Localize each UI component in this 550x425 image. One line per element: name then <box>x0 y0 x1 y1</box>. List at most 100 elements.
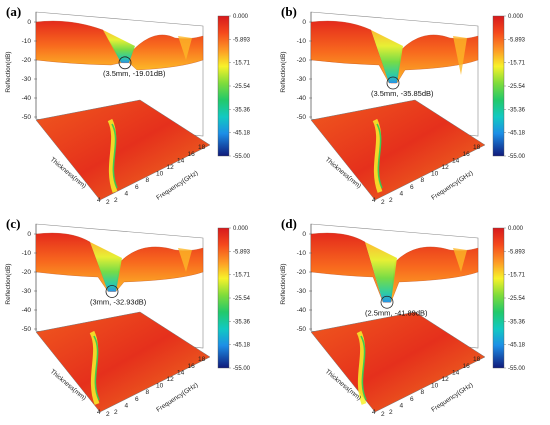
z-tick-label: -20 <box>297 57 307 64</box>
surface-secondary-dip <box>453 36 467 75</box>
x-tick-label: 14 <box>177 157 185 164</box>
surface-secondary-dip <box>178 248 192 272</box>
surface-well <box>365 242 397 303</box>
panel-label: (a) <box>6 4 21 19</box>
colorbar-label: -25.54 <box>508 84 526 90</box>
colorbar <box>217 227 230 369</box>
x-tick-label: 10 <box>156 171 164 178</box>
colorbar-label: -25.54 <box>233 84 251 90</box>
colorbar-label: -25.54 <box>233 296 251 302</box>
x-tick-label: 16 <box>463 151 471 158</box>
x-tick-label: 2 <box>389 409 393 416</box>
min-marker <box>380 295 394 309</box>
x-tick-label: 14 <box>452 369 460 376</box>
min-annotation: (3.5mm, -19.01dB) <box>103 69 166 78</box>
colorbar-label: -45.18 <box>508 131 526 137</box>
z-tick-label: -40 <box>297 95 307 102</box>
surface-sheet <box>35 20 204 71</box>
colorbar-label: -15.71 <box>508 273 526 279</box>
x-tick-label: 8 <box>421 177 425 184</box>
colorbar-label: 0.000 <box>233 226 249 232</box>
panel-label: (d) <box>281 216 297 231</box>
colorbar-label: -5.893 <box>508 249 526 255</box>
colorbar-label: 0.000 <box>233 14 249 20</box>
floor-contour <box>35 99 211 201</box>
z-tick-label: 0 <box>302 19 306 26</box>
min-marker <box>105 285 119 298</box>
z-tick-label: 0 <box>27 231 31 238</box>
panel-label: (c) <box>6 216 20 231</box>
z-tick-label: 0 <box>27 19 31 26</box>
x-tick-label: 14 <box>452 157 460 164</box>
surface-well <box>90 242 122 292</box>
min-marker <box>118 56 132 70</box>
z-tick-label: -10 <box>297 250 307 257</box>
z-tick-label: -10 <box>297 38 307 45</box>
z-tick-label: 0 <box>302 231 306 238</box>
surface-well <box>103 30 135 63</box>
x-tick-label: 4 <box>125 190 129 197</box>
floor-contour <box>310 99 486 201</box>
z-tick-label: -30 <box>22 288 32 295</box>
colorbar-label: 0.000 <box>508 226 524 232</box>
colorbar-label: -55.00 <box>233 154 251 160</box>
panel-c: (c) (3mm, -32.93dB) 0 -10 -20 -30 -40 -50 Reflec… <box>5 216 251 418</box>
x-tick-label: 4 <box>400 190 404 197</box>
x-tick-label: 18 <box>198 356 206 363</box>
colorbar-label: -55.00 <box>508 154 526 160</box>
floor-contour <box>35 311 211 413</box>
colorbar-label: -35.36 <box>508 319 526 325</box>
x-tick-label: 4 <box>400 402 404 409</box>
x-tick-label: 18 <box>198 144 206 151</box>
x-tick-label: 16 <box>188 363 196 370</box>
colorbar-label: -5.893 <box>508 37 526 43</box>
z-axis-label: Reflection(dB) <box>280 263 287 304</box>
colorbar-label: -55.00 <box>233 366 251 372</box>
colorbar-label: -45.18 <box>508 343 526 349</box>
x-tick-label: 10 <box>156 383 164 390</box>
x-tick-label: 2 <box>114 197 118 204</box>
colorbar-label: -45.18 <box>233 343 251 349</box>
z-tick-label: -20 <box>22 269 32 276</box>
x-tick-label: 8 <box>146 389 150 396</box>
x-tick-label: 12 <box>442 376 450 383</box>
colorbar-label: -5.893 <box>233 37 251 43</box>
y-tick-label: 2 <box>381 199 385 206</box>
colorbar-label: -55.00 <box>508 366 526 372</box>
z-tick-label: -50 <box>297 326 307 333</box>
min-annotation: (3mm, -32.93dB) <box>90 298 147 307</box>
z-tick-label: -20 <box>297 269 307 276</box>
x-tick-label: 18 <box>473 144 481 151</box>
colorbar-label: -25.54 <box>508 296 526 302</box>
colorbar <box>217 15 230 157</box>
z-tick-label: -30 <box>297 76 307 83</box>
panel-d: (d) (2.5mm, -41.89dB) 0 -10 -20 -30 -40 -50 Refl… <box>280 216 526 418</box>
x-tick-label: 12 <box>167 376 175 383</box>
z-tick-label: -20 <box>22 57 32 64</box>
y-tick-label: 2 <box>381 411 385 418</box>
colorbar-label: -45.18 <box>233 131 251 137</box>
y-tick-label: 4 <box>97 409 101 416</box>
x-tick-label: 16 <box>188 151 196 158</box>
panel-label: (b) <box>281 4 297 19</box>
panel-b: (b) (3.5mm, -35.85dB) 0 -10 -20 -30 -40 -50 Refl… <box>280 4 526 206</box>
z-tick-label: -10 <box>22 250 32 257</box>
colorbar-label: -35.36 <box>233 107 251 113</box>
floor-band-green <box>111 123 118 189</box>
colorbar <box>492 227 505 369</box>
x-tick-label: 18 <box>473 356 481 363</box>
x-tick-label: 14 <box>177 369 185 376</box>
z-axis-label: Reflection(dB) <box>280 51 287 92</box>
x-tick-label: 6 <box>135 184 139 191</box>
z-tick-label: -30 <box>297 288 307 295</box>
surface-secondary-dip <box>178 36 192 60</box>
y-tick-label: 4 <box>372 197 376 204</box>
floor-band-green <box>376 123 383 189</box>
x-tick-label: 8 <box>421 389 425 396</box>
x-tick-label: 6 <box>410 396 414 403</box>
colorbar-label: -15.71 <box>508 61 526 67</box>
z-tick-label: -50 <box>22 114 32 121</box>
surface-well <box>371 30 403 84</box>
colorbar <box>492 15 505 157</box>
x-tick-label: 12 <box>167 164 175 171</box>
